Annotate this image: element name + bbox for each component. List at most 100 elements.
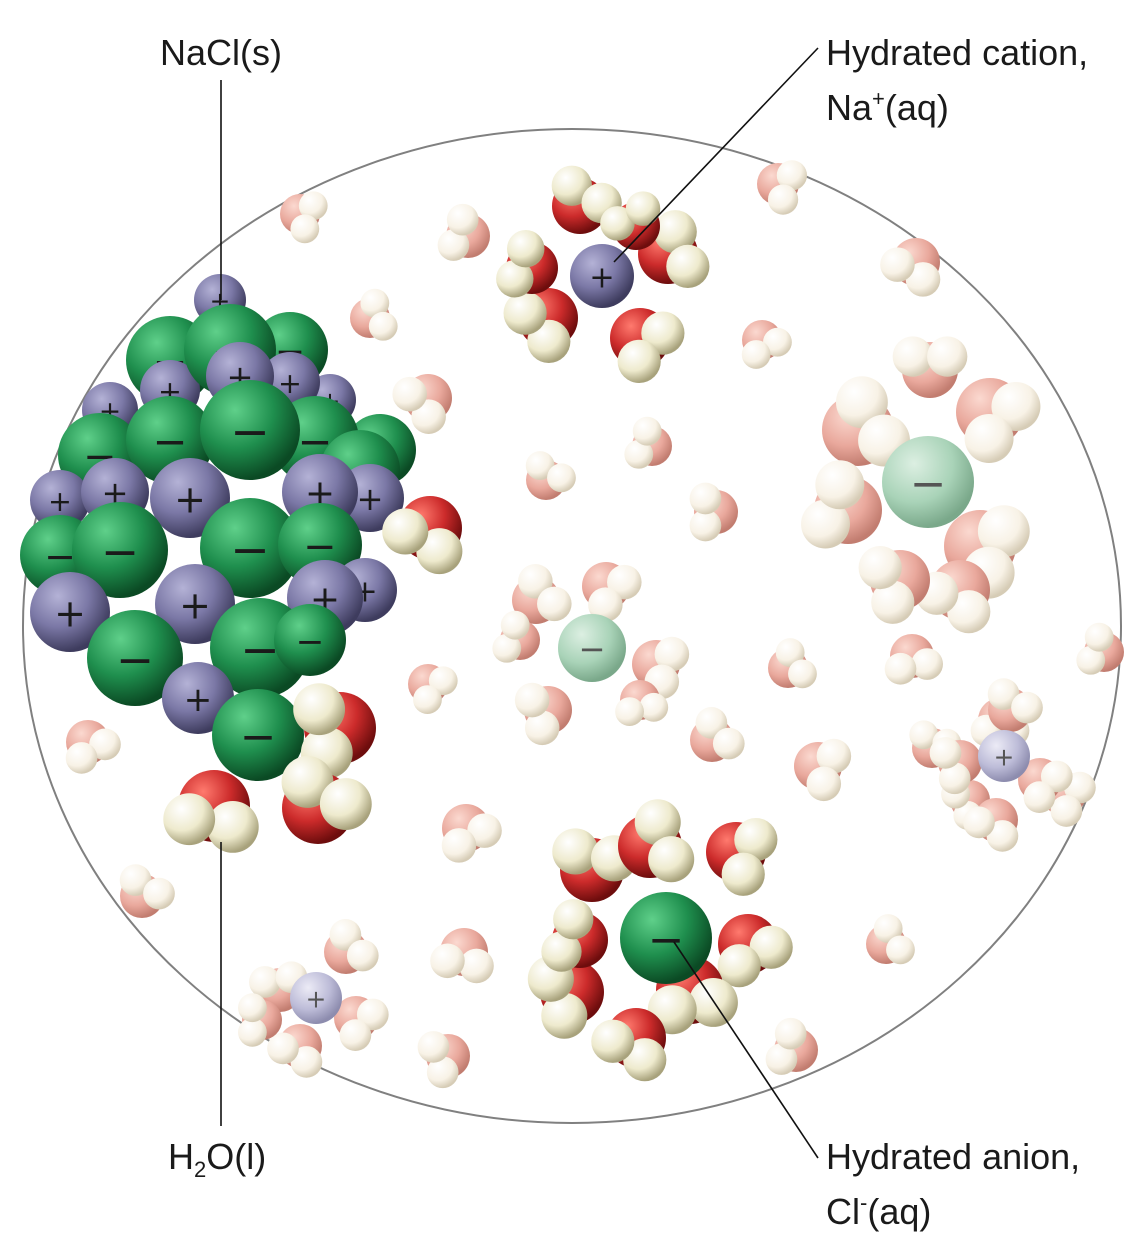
label-nacl-solid: NaCl(s) [160,30,282,76]
water-hydrogen-atom [639,692,669,722]
label-anion-line2: Cl-(aq) [826,1180,1080,1235]
water-hydrogen-atom [237,993,267,1023]
water-hydrogen-atom [835,376,888,429]
water-hydrogen-atom [938,762,971,795]
water-hydrogen-atom [411,399,446,434]
water-hydrogen-atom [329,919,362,951]
water-hydrogen-atom [293,683,346,736]
label-cation-formula: Na [826,87,873,128]
water-hydrogen-atom [206,800,259,853]
label-cation-state: (aq) [884,87,949,128]
water-hydrogen-atom [801,499,850,549]
water-hydrogen-atom [721,852,765,896]
cation-plus-sign: + [179,583,211,627]
label-anion-charge: - [860,1190,868,1215]
water-hydrogen-atom [541,931,582,972]
water-hydrogen-atom [163,793,216,846]
water-hydrogen-atom [1040,760,1073,793]
water-hydrogen-atom [441,828,477,863]
label-cation-charge: + [872,86,885,111]
cation-plus-sign: + [174,477,206,521]
water-hydrogen-atom [767,184,799,215]
water-hydrogen-atom [360,288,390,318]
sodium-ion [570,244,634,308]
solution-boundary-circle [22,128,1122,1124]
anion-minus-sign: − [230,405,270,460]
water-hydrogen-atom [689,509,722,542]
water-hydrogen-atom [625,191,661,226]
water-hydrogen-atom [426,1056,459,1089]
water-hydrogen-atom [1076,645,1106,675]
chloride-ion [212,689,304,781]
water-hydrogen-atom [346,939,379,972]
water-hydrogen-atom [382,508,429,555]
water-hydrogen-atom [507,229,545,268]
label-nacl-text: NaCl(s) [160,32,282,73]
water-hydrogen-atom [648,836,695,883]
water-hydrogen-atom [143,877,175,910]
anion-minus-sign: − [240,623,280,678]
water-hydrogen-atom [986,820,1019,852]
label-water-liquid: H2O(l) [168,1134,266,1193]
water-hydrogen-atom [525,451,555,480]
water-hydrogen-atom [1050,795,1083,827]
label-anion-state: (aq) [867,1191,932,1232]
water-hydrogen-atom [514,682,550,718]
water-hydrogen-atom [416,528,463,575]
anion-minus-sign: − [578,630,605,668]
water-hydrogen-atom [1084,622,1114,652]
free-water-molecules [163,496,463,853]
water-hydrogen-atom [977,505,1030,558]
water-hydrogen-atom [290,214,320,244]
anion-minus-sign: − [240,712,277,763]
sodium-ion [290,972,342,1024]
water-hydrogen-atom [552,828,599,875]
chloride-ion [620,892,712,984]
water-hydrogen-atom [927,336,968,377]
cation-plus-sign: + [278,367,302,400]
water-hydrogen-atom [459,948,494,984]
hydrated-ion-clusters: +− [496,165,793,1082]
water-hydrogen-atom [788,659,817,689]
water-hydrogen-atom [607,564,642,600]
cation-plus-sign: + [589,261,614,296]
water-hydrogen-atom [712,727,745,760]
water-hydrogen-atom [492,633,522,663]
water-hydrogen-atom [368,311,398,341]
water-hydrogen-atom [695,707,728,739]
background-water-layer: −−++ [65,160,1124,1089]
water-hydrogen-atom [541,992,588,1039]
water-hydrogen-atom [1023,781,1056,813]
water-hydrogen-atom [65,742,98,774]
water-hydrogen-atom [392,376,427,412]
water-hydrogen-atom [600,206,635,241]
water-hydrogen-atom [588,587,623,622]
water-hydrogen-atom [964,414,1014,463]
water-hydrogen-atom [339,1019,372,1051]
water-hydrogen-atom [496,260,534,298]
chloride-ion [558,614,626,682]
water-hydrogen-atom [413,685,442,714]
water-hydrogen-atom [763,327,792,357]
water-hydrogen-atom [290,1046,323,1078]
water-hydrogen-atom [816,738,852,774]
water-hydrogen-atom [884,652,917,685]
water-hydrogen-atom [749,925,793,969]
cation-plus-sign: + [48,485,72,518]
chloride-ion [87,610,183,706]
cation-plus-sign: + [54,591,86,635]
sodium-ion [30,572,110,652]
water-hydrogen-atom [617,339,661,383]
water-hydrogen-atom [741,340,771,369]
water-hydrogen-atom [428,666,458,696]
label-water-h: H [168,1136,194,1177]
cation-plus-sign: + [994,742,1015,771]
water-hydrogen-atom [947,590,991,634]
water-hydrogen-atom [319,778,372,831]
sodium-ion [162,662,234,734]
water-hydrogen-atom [298,191,328,221]
cation-plus-sign: + [356,480,383,518]
water-hydrogen-atom [500,610,530,640]
leader-line-anion [673,941,819,1159]
water-hydrogen-atom [553,899,594,940]
